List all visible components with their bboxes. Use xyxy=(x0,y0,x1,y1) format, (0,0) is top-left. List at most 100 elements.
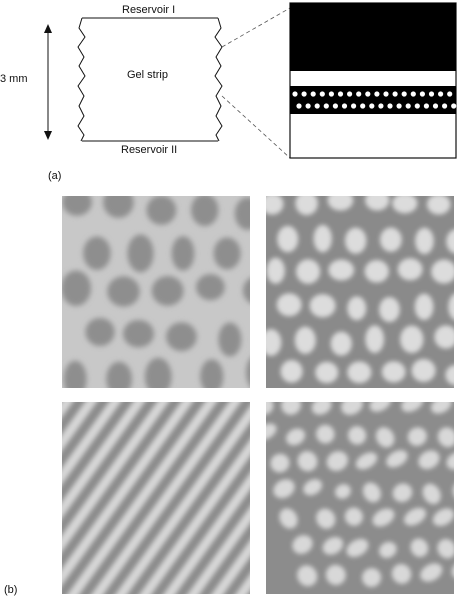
pattern-spot xyxy=(365,325,385,354)
inset-dot xyxy=(337,91,344,97)
pattern-spot xyxy=(151,275,184,306)
pattern-spot xyxy=(364,260,389,283)
pattern-spot xyxy=(213,237,241,270)
micrograph-mixed xyxy=(266,402,454,594)
height-label: 3 mm xyxy=(0,73,28,85)
pattern-spot xyxy=(62,270,91,306)
pattern-spot xyxy=(103,196,134,218)
pattern-spot xyxy=(348,426,367,445)
pattern-spot xyxy=(63,360,87,388)
pattern-spot xyxy=(295,196,318,216)
pattern-spot xyxy=(266,402,274,415)
pattern-stripe xyxy=(115,406,250,594)
pattern-spot xyxy=(411,358,436,383)
pattern-spot xyxy=(270,453,290,473)
pattern-spot xyxy=(83,236,111,271)
height-arrow-bottom xyxy=(44,131,52,140)
pattern-spot xyxy=(431,259,454,284)
pattern-spot xyxy=(401,402,424,412)
inset-dot-row-lower xyxy=(296,103,457,109)
inset-dot xyxy=(292,91,298,97)
pattern-spot xyxy=(218,322,242,357)
pattern-spot xyxy=(280,360,303,383)
micrograph-light-spots xyxy=(266,196,454,388)
pattern-spot xyxy=(123,320,155,348)
inset-dot xyxy=(378,103,384,109)
pattern-spot xyxy=(355,452,378,470)
inset-dot xyxy=(432,103,439,109)
gel-left-edge xyxy=(77,17,86,142)
reservoir-bottom-label: Reservoir II xyxy=(121,144,178,156)
pattern-spot xyxy=(422,483,441,505)
inset-dot xyxy=(310,91,316,97)
pattern-spot xyxy=(430,402,452,414)
pattern-spot xyxy=(420,563,443,582)
inset-dot xyxy=(351,103,357,109)
pattern-spot xyxy=(410,538,429,557)
inset-dot xyxy=(428,91,435,97)
inset-dot xyxy=(374,91,380,97)
pattern-spot xyxy=(276,293,302,317)
pattern-spot xyxy=(146,196,177,225)
pattern-spot xyxy=(296,259,321,284)
inset-dot xyxy=(296,103,302,109)
inset-dot xyxy=(319,91,325,97)
pattern-spot xyxy=(404,507,427,526)
pattern-spot xyxy=(281,402,302,415)
pattern-spot xyxy=(144,357,172,388)
zoom-line-upper xyxy=(221,7,291,48)
pattern-spot xyxy=(277,225,299,253)
pattern-spot xyxy=(234,197,250,230)
pattern-spot xyxy=(294,326,316,354)
inset-dot xyxy=(442,103,448,109)
pattern-spot xyxy=(437,538,454,559)
inset-dot xyxy=(419,91,425,97)
pattern-spot xyxy=(326,451,348,471)
pattern-stripe xyxy=(62,402,145,518)
pattern-spot xyxy=(309,294,336,318)
pattern-spot xyxy=(335,484,351,499)
pattern-spot xyxy=(415,227,434,255)
pattern-spot xyxy=(347,361,372,384)
pattern-spot xyxy=(303,479,323,496)
inset-dot xyxy=(360,103,366,109)
pattern-spot xyxy=(316,508,336,529)
pattern-spot xyxy=(414,293,434,321)
inset-dot xyxy=(392,91,398,97)
gel-strip-diagram xyxy=(44,2,457,159)
pattern-spot xyxy=(292,535,313,554)
inset-dot xyxy=(328,91,334,97)
inset-dot xyxy=(365,91,371,97)
inset-dot xyxy=(341,103,348,109)
inset-dot xyxy=(347,91,353,97)
pattern-spot xyxy=(418,450,440,470)
pattern-spot xyxy=(400,325,424,354)
pattern-spot xyxy=(362,568,382,588)
pattern-spot xyxy=(166,322,197,352)
gel-right-edge xyxy=(214,17,223,142)
pattern-spot xyxy=(386,450,408,468)
pattern-spot xyxy=(85,317,115,347)
pattern-spot xyxy=(62,196,92,216)
pattern-spot xyxy=(346,538,369,557)
pattern-spot xyxy=(191,196,219,227)
inset-dot xyxy=(447,91,453,97)
pattern-spot xyxy=(266,423,277,441)
pattern-spot xyxy=(246,358,250,387)
inset-dot xyxy=(451,103,457,109)
pattern-spot xyxy=(127,234,154,273)
inset-dot xyxy=(423,103,429,109)
inset-dot xyxy=(305,103,311,109)
pattern-spot xyxy=(380,227,402,252)
pattern-spot xyxy=(297,451,318,472)
panel-b-label: (b) xyxy=(4,584,18,596)
pattern-spot xyxy=(327,196,354,211)
pattern-spot xyxy=(391,563,412,584)
inset-dot xyxy=(314,103,320,109)
pattern-spot xyxy=(369,402,392,412)
inset-dot xyxy=(383,91,389,97)
inset-dot xyxy=(405,103,411,109)
pattern-spot xyxy=(446,452,454,470)
pattern-spot xyxy=(171,236,195,271)
pattern-spot xyxy=(106,361,132,388)
